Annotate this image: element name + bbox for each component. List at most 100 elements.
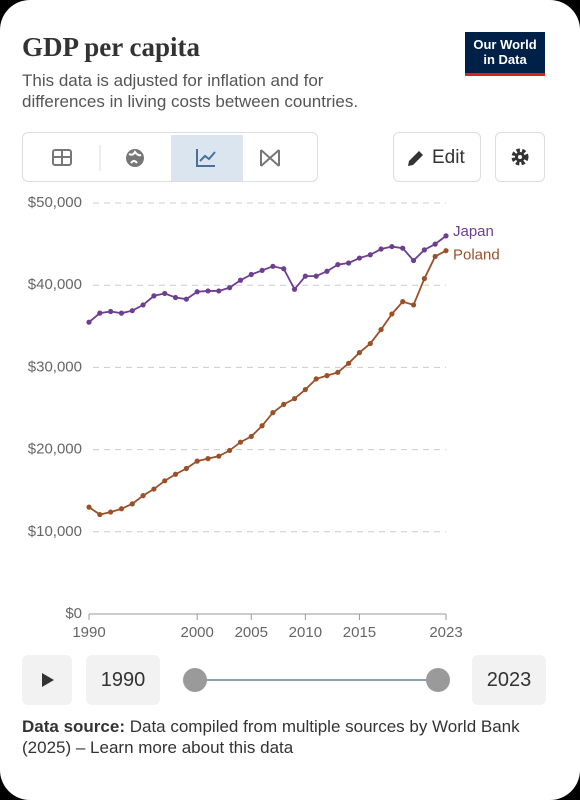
data-point: [346, 360, 352, 366]
data-point: [86, 504, 92, 510]
data-point: [86, 319, 92, 325]
data-point: [151, 486, 157, 492]
edit-button[interactable]: Edit: [393, 132, 481, 182]
logo-line: in Data: [483, 52, 527, 67]
x-tick-label: 2005: [235, 624, 268, 641]
slider-handle[interactable]: [183, 668, 207, 692]
map-tab[interactable]: [126, 149, 144, 167]
play-button[interactable]: [22, 655, 72, 705]
end-year[interactable]: 2023: [472, 655, 546, 705]
data-point: [237, 277, 244, 283]
gear-icon: [511, 148, 529, 166]
data-point: [335, 369, 341, 375]
data-point: [183, 465, 189, 472]
data-point: [324, 373, 330, 379]
y-tick-label: $40,000: [28, 276, 82, 293]
data-point: [162, 290, 168, 297]
data-point: [97, 511, 103, 518]
slider-handle[interactable]: [426, 668, 450, 692]
logo[interactable]: Our World in Data: [465, 32, 545, 76]
chart-subtitle: This data is adjusted for inflation and …: [22, 71, 359, 111]
source-note: Data source: Data compiled from multiple…: [22, 716, 562, 758]
data-point: [410, 302, 417, 308]
data-point: [216, 288, 222, 294]
data-point: [443, 248, 449, 254]
data-point: [432, 241, 438, 247]
data-point: [248, 433, 254, 440]
view-tabs: [22, 132, 318, 182]
data-point: [400, 299, 406, 305]
data-point: [367, 252, 373, 258]
data-point: [302, 273, 308, 279]
data-point: [389, 311, 395, 317]
data-point: [129, 308, 135, 314]
data-point: [281, 266, 287, 272]
data-point: [270, 263, 276, 269]
series-label: Japan: [453, 223, 494, 240]
data-point: [172, 294, 179, 301]
data-point: [389, 243, 395, 250]
play-icon: [42, 673, 54, 687]
data-point: [346, 260, 352, 266]
timeline-slider[interactable]: [0, 655, 580, 705]
data-point: [432, 253, 438, 260]
data-point: [421, 247, 427, 253]
source-text: Data compiled from multiple sources by W…: [22, 717, 520, 757]
x-tick-label: 2010: [289, 624, 322, 641]
data-point: [281, 401, 287, 407]
data-point: [270, 410, 276, 416]
data-point: [443, 233, 449, 239]
source-label: Data source:: [22, 717, 125, 736]
chart: $0 $10,000 $20,000 $30,000 $40,000 $50,000 199…: [28, 194, 500, 641]
data-point: [378, 246, 384, 252]
data-point: [421, 276, 427, 282]
data-point: [313, 273, 319, 279]
data-point: [248, 271, 254, 278]
data-point: [172, 471, 179, 477]
data-point: [118, 506, 125, 512]
data-point: [108, 308, 114, 315]
data-point: [129, 501, 135, 507]
x-tick-label: 2000: [180, 624, 213, 641]
data-point: [367, 340, 373, 347]
data-point: [205, 456, 211, 462]
tab-icons: [52, 135, 280, 181]
data-point: [194, 289, 200, 295]
data-point: [140, 493, 146, 499]
data-point: [227, 285, 233, 291]
y-tick-label: $50,000: [28, 194, 82, 211]
data-point: [162, 478, 168, 484]
data-point: [259, 423, 265, 429]
data-point: [140, 302, 146, 308]
data-point: [183, 296, 189, 302]
data-point: [194, 458, 200, 464]
series-label: Poland: [453, 247, 500, 264]
data-point: [151, 293, 157, 299]
data-point: [205, 288, 211, 294]
series-line: [88, 235, 447, 323]
x-tick-label: 2015: [343, 624, 376, 641]
data-point: [410, 257, 417, 264]
start-year[interactable]: 1990: [86, 655, 160, 705]
y-tick-label: $20,000: [28, 441, 82, 458]
slope-tab[interactable]: [260, 149, 280, 167]
data-point: [378, 326, 384, 333]
x-tick-label: 2023: [429, 624, 462, 641]
data-point: [324, 268, 330, 274]
data-point: [227, 447, 233, 454]
data-point: [259, 267, 265, 274]
chart-tab[interactable]: [196, 149, 216, 167]
settings-button[interactable]: [495, 132, 545, 182]
data-point: [108, 509, 114, 515]
data-point: [291, 396, 298, 402]
table-tab[interactable]: [52, 149, 72, 166]
data-point: [118, 310, 125, 316]
edit-icon: [408, 151, 423, 166]
data-point: [356, 350, 363, 356]
data-point: [356, 255, 363, 261]
data-point: [302, 386, 308, 393]
data-point: [335, 262, 341, 268]
logo-line: Our World: [473, 37, 537, 52]
